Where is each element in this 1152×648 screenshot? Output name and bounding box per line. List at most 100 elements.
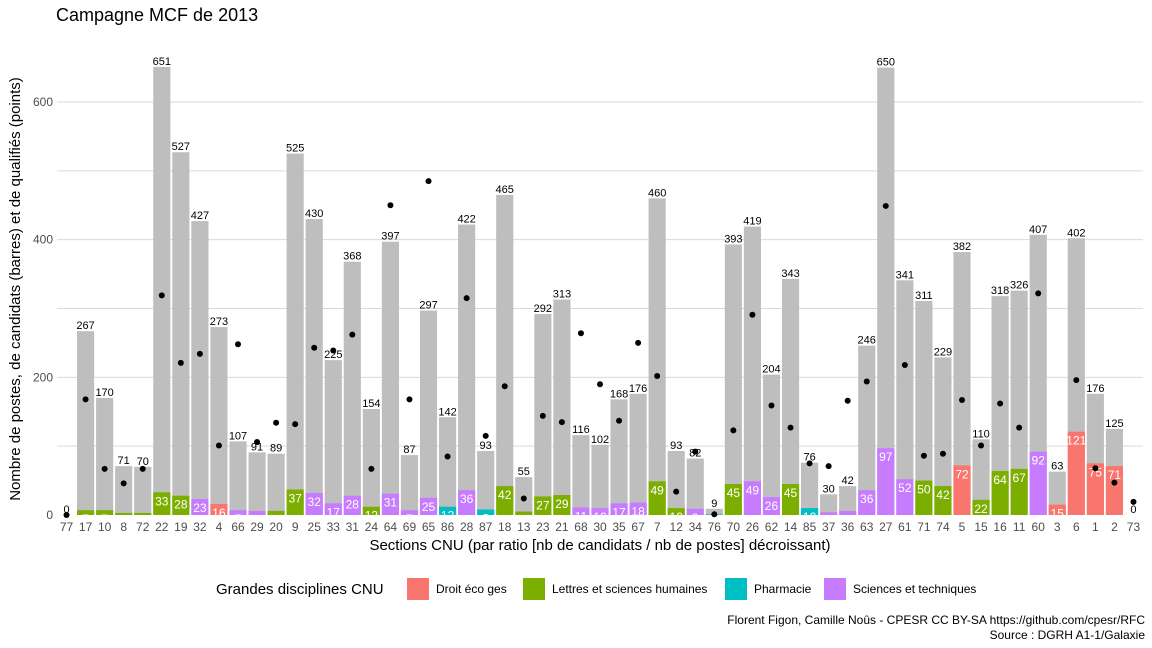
x-tick-label: 60 — [1032, 520, 1046, 534]
x-tick-label: 65 — [422, 520, 436, 534]
candidate-label: 142 — [438, 406, 456, 418]
candidate-label: 460 — [648, 187, 666, 199]
candidate-bar — [268, 454, 285, 515]
candidate-bar — [668, 451, 685, 515]
qualified-point — [140, 466, 146, 472]
candidate-bar — [344, 262, 361, 515]
x-tick-label: 32 — [193, 520, 207, 534]
x-tick-label: 69 — [403, 520, 417, 534]
candidate-bar — [839, 486, 856, 515]
qualified-point — [197, 351, 203, 357]
x-tick-label: 14 — [784, 520, 798, 534]
post-label: 36 — [860, 492, 874, 506]
post-label: 45 — [727, 486, 741, 500]
post-label: 42 — [498, 488, 512, 502]
x-tick-label: 2 — [1111, 520, 1118, 534]
qualified-point — [997, 400, 1003, 406]
candidate-label: 527 — [172, 141, 190, 153]
qualified-point — [121, 480, 127, 486]
candidate-label: 465 — [496, 184, 514, 196]
candidate-label: 154 — [362, 398, 380, 410]
x-tick-label: 12 — [670, 520, 684, 534]
qualified-point — [464, 295, 470, 301]
x-tick-label: 72 — [136, 520, 150, 534]
qualified-point — [1092, 465, 1098, 471]
candidate-bar — [801, 463, 818, 515]
candidate-bar — [115, 466, 132, 515]
x-tick-label: 15 — [974, 520, 988, 534]
qualified-point — [330, 347, 336, 353]
candidate-label: 246 — [858, 335, 876, 347]
post-label: 36 — [460, 492, 474, 506]
post-label: 25 — [422, 500, 436, 514]
qualified-point — [349, 332, 355, 338]
x-tick-label: 35 — [612, 520, 626, 534]
qualified-point — [654, 373, 660, 379]
candidate-bar — [649, 198, 666, 515]
qualified-point — [730, 427, 736, 433]
x-tick-label: 20 — [269, 520, 283, 534]
candidate-label: 55 — [518, 466, 530, 478]
qualified-point — [159, 292, 165, 298]
legend-label: Sciences et techniques — [853, 582, 976, 596]
x-tick-label: 34 — [689, 520, 703, 534]
candidate-label: 168 — [610, 388, 628, 400]
x-tick-label: 30 — [593, 520, 607, 534]
qualified-point — [940, 451, 946, 457]
candidate-label: 427 — [191, 210, 209, 222]
candidate-label: 93 — [670, 440, 682, 452]
candidate-label: 419 — [743, 216, 761, 228]
post-label: 27 — [536, 498, 550, 512]
x-tick-label: 77 — [60, 520, 74, 534]
x-tick-label: 74 — [936, 520, 950, 534]
qualified-point — [807, 460, 813, 466]
post-label: 32 — [308, 495, 322, 509]
candidate-label: 297 — [419, 300, 437, 312]
x-tick-label: 71 — [917, 520, 931, 534]
candidate-label: 229 — [934, 346, 952, 358]
candidate-label: 326 — [1010, 280, 1028, 292]
x-tick-label: 8 — [120, 520, 127, 534]
candidate-label: 9 — [711, 498, 717, 510]
qualified-point — [540, 413, 546, 419]
candidate-bar — [153, 67, 170, 515]
post-label: 15 — [1051, 507, 1065, 521]
candidate-bar — [477, 451, 494, 515]
post-label: 121 — [1066, 434, 1086, 448]
x-tick-label: 11 — [1013, 520, 1026, 534]
candidate-label: 170 — [95, 387, 113, 399]
candidate-bar — [287, 154, 304, 515]
post-label: 72 — [955, 467, 969, 481]
x-tick-label: 22 — [155, 520, 169, 534]
candidate-bar — [858, 346, 875, 515]
qualified-point — [273, 420, 279, 426]
candidate-bar — [363, 409, 380, 515]
legend-swatch — [824, 578, 846, 600]
legend-label: Pharmacie — [754, 582, 812, 596]
x-tick-label: 37 — [822, 520, 836, 534]
post-label: 45 — [784, 486, 798, 500]
candidate-bar — [610, 399, 627, 515]
candidate-label: 42 — [842, 475, 854, 487]
candidate-label: 87 — [403, 444, 415, 456]
legend-swatch — [407, 578, 429, 600]
qualified-point — [235, 341, 241, 347]
candidate-bar — [763, 375, 780, 515]
x-tick-label: 36 — [841, 520, 855, 534]
candidate-label: 525 — [286, 143, 304, 155]
qualified-point — [311, 345, 317, 351]
x-tick-label: 27 — [879, 520, 893, 534]
qualified-point — [692, 449, 698, 455]
post-label: 31 — [384, 496, 398, 510]
x-tick-label: 63 — [860, 520, 874, 534]
candidate-bar — [496, 195, 513, 515]
qualified-point — [102, 466, 108, 472]
candidate-label: 176 — [1086, 383, 1104, 395]
x-tick-label: 7 — [654, 520, 661, 534]
candidate-bar — [553, 300, 570, 515]
qualified-point — [426, 178, 432, 184]
candidate-label: 430 — [305, 208, 323, 220]
x-tick-label: 28 — [460, 520, 474, 534]
candidate-bar — [306, 219, 323, 515]
